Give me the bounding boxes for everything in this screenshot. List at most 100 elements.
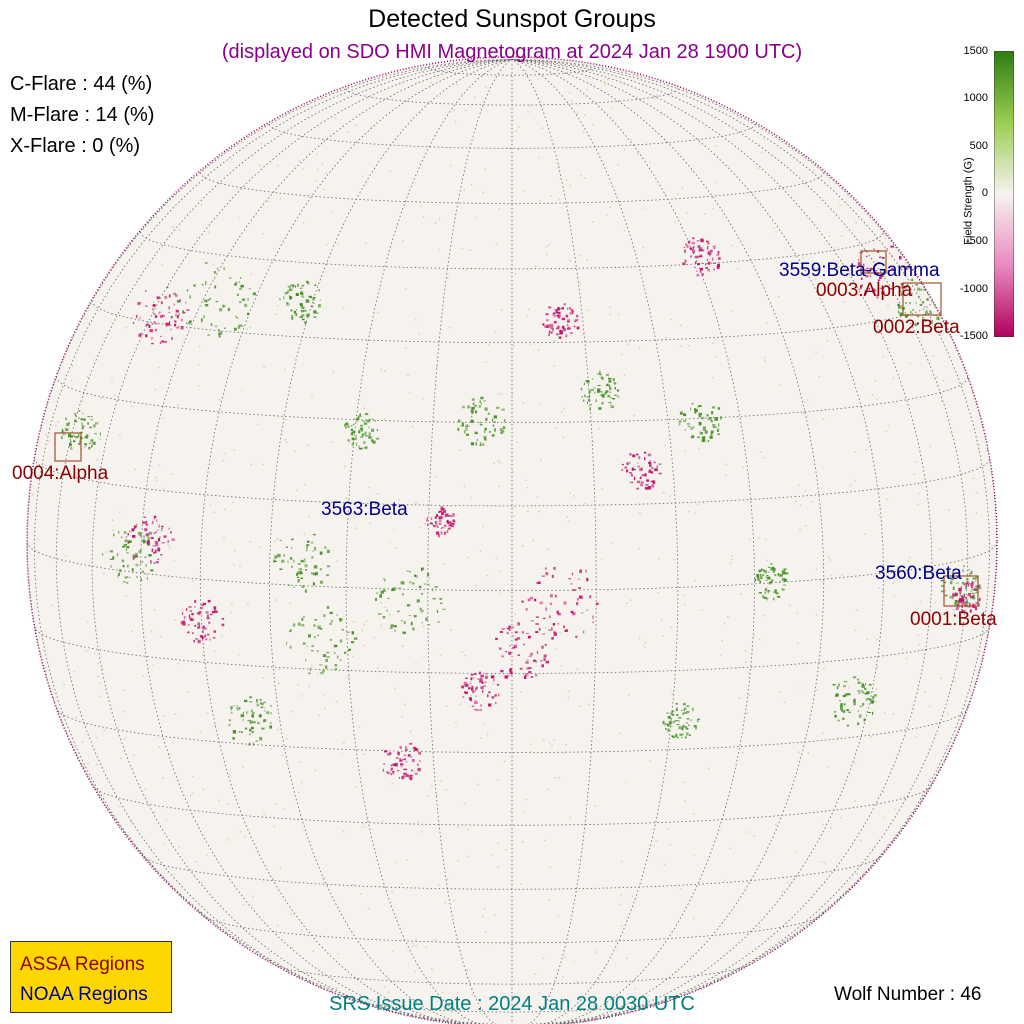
- field-speck: [608, 377, 612, 380]
- background-speck: [887, 305, 889, 307]
- background-speck: [493, 462, 495, 464]
- field-speck: [890, 288, 893, 290]
- background-speck: [426, 795, 429, 797]
- field-speck: [598, 407, 602, 410]
- field-speck: [691, 241, 695, 245]
- background-speck: [644, 646, 646, 648]
- background-speck: [577, 858, 580, 861]
- field-speck: [701, 262, 703, 264]
- background-speck: [436, 366, 438, 368]
- background-speck: [274, 540, 276, 542]
- field-speck: [565, 314, 569, 318]
- background-speck: [594, 951, 597, 953]
- background-speck: [263, 813, 265, 815]
- field-speck: [152, 545, 156, 547]
- field-speck: [857, 690, 861, 692]
- field-speck: [363, 422, 368, 425]
- field-speck: [447, 530, 449, 532]
- field-speck: [150, 537, 154, 539]
- field-speck: [528, 655, 532, 658]
- background-speck: [882, 355, 884, 358]
- background-speck: [917, 634, 919, 636]
- field-speck: [337, 655, 339, 659]
- background-speck: [513, 515, 516, 518]
- background-speck: [910, 579, 913, 581]
- background-speck: [775, 823, 777, 826]
- background-speck: [156, 216, 158, 218]
- field-speck: [145, 521, 147, 524]
- field-speck: [197, 622, 200, 626]
- background-speck: [795, 500, 797, 503]
- background-speck: [684, 450, 686, 452]
- field-speck: [693, 725, 697, 728]
- field-speck: [610, 405, 614, 409]
- srs-issue-date: SRS Issue Date : 2024 Jan 28 0030 UTC: [329, 993, 695, 1015]
- field-speck: [123, 531, 127, 534]
- field-speck: [475, 701, 478, 704]
- field-speck: [591, 378, 594, 380]
- background-speck: [484, 931, 487, 933]
- field-speck: [548, 306, 552, 309]
- background-speck: [375, 122, 378, 124]
- field-speck: [242, 298, 246, 301]
- field-speck: [88, 446, 91, 450]
- field-speck: [528, 667, 532, 669]
- field-speck: [649, 469, 651, 473]
- field-speck: [295, 293, 299, 296]
- field-speck: [644, 457, 646, 461]
- background-speck: [380, 623, 382, 626]
- field-speck: [930, 321, 933, 325]
- background-speck: [975, 512, 978, 514]
- background-speck: [285, 419, 287, 421]
- background-speck: [697, 503, 699, 506]
- field-speck: [319, 299, 321, 301]
- field-speck: [763, 569, 765, 572]
- field-speck: [153, 532, 156, 534]
- field-speck: [132, 557, 135, 561]
- field-speck: [876, 294, 879, 297]
- background-speck: [191, 792, 194, 795]
- background-speck: [569, 259, 572, 262]
- field-speck: [264, 710, 266, 712]
- field-speck: [434, 516, 437, 519]
- background-speck: [829, 235, 831, 237]
- background-speck: [154, 388, 156, 391]
- field-speck: [544, 325, 548, 328]
- background-speck: [566, 179, 568, 181]
- field-speck: [153, 552, 156, 554]
- field-speck: [960, 585, 963, 589]
- background-speck: [796, 612, 798, 614]
- field-speck: [563, 625, 565, 628]
- background-speck: [567, 690, 570, 692]
- field-speck: [405, 774, 409, 778]
- background-speck: [598, 427, 600, 430]
- field-speck: [354, 418, 356, 420]
- background-speck: [514, 613, 516, 616]
- field-speck: [767, 591, 770, 594]
- field-speck: [307, 634, 311, 638]
- field-speck: [413, 747, 418, 751]
- background-speck: [415, 502, 417, 504]
- field-speck: [160, 527, 163, 529]
- field-speck: [972, 594, 975, 597]
- field-speck: [89, 426, 93, 429]
- field-speck: [345, 423, 348, 425]
- background-speck: [684, 800, 686, 802]
- field-speck: [491, 434, 495, 437]
- field-speck: [474, 702, 476, 705]
- field-speck: [187, 631, 190, 634]
- field-speck: [142, 521, 145, 524]
- field-speck: [92, 441, 96, 445]
- background-speck: [538, 510, 540, 513]
- field-speck: [697, 406, 700, 408]
- field-speck: [446, 519, 449, 522]
- field-speck: [348, 440, 350, 443]
- field-speck: [145, 573, 148, 575]
- field-speck: [685, 260, 687, 262]
- field-speck: [159, 311, 161, 313]
- field-speck: [587, 401, 589, 404]
- field-speck: [147, 536, 150, 540]
- background-speck: [857, 293, 859, 295]
- field-speck: [555, 310, 558, 314]
- background-speck: [63, 683, 65, 686]
